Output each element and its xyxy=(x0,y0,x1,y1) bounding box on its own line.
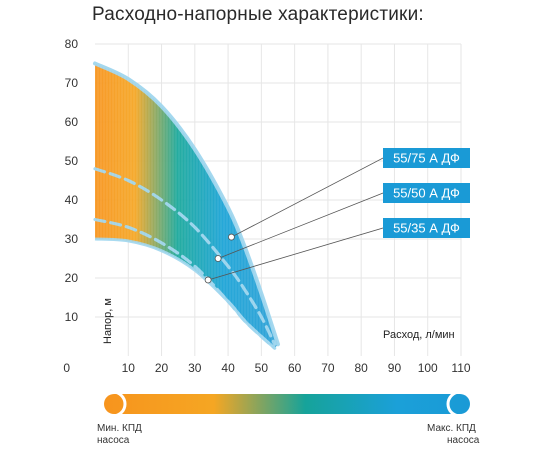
y-tick-label: 30 xyxy=(65,232,79,246)
y-tick-label: 10 xyxy=(65,310,79,324)
y-tick-label: 20 xyxy=(65,271,79,285)
leader-line-1 xyxy=(231,157,384,238)
operating-area xyxy=(95,63,278,349)
operating-area-fill xyxy=(95,63,278,349)
x-tick-label: 10 xyxy=(122,361,136,375)
x-tick-label: 60 xyxy=(288,361,302,375)
y-tick-label: 60 xyxy=(65,115,79,129)
max-efficiency-sublabel: насоса xyxy=(447,435,480,446)
min-efficiency-label: Мин. КПД xyxy=(97,423,142,434)
marker-dot-1 xyxy=(228,233,235,241)
x-tick-label: 50 xyxy=(255,361,269,375)
model-label-box-2 xyxy=(383,183,470,203)
model-label-box-1 xyxy=(383,148,470,168)
model-label-1: 55/75 А ДФ xyxy=(393,151,460,166)
model-label-box-3 xyxy=(383,218,470,238)
x-tick-label: 20 xyxy=(155,361,169,375)
efficiency-bar xyxy=(104,394,470,414)
model-label-3: 55/35 А ДФ xyxy=(393,221,460,236)
y-tick-label: 80 xyxy=(65,37,79,51)
y-axis-title: Напор, м xyxy=(102,298,114,344)
min-efficiency-sublabel: насоса xyxy=(97,435,130,446)
x-tick-label: 30 xyxy=(188,361,202,375)
model-labels: 55/75 А ДФ 55/50 А ДФ 55/35 А ДФ xyxy=(204,148,470,284)
lower-envelope-line xyxy=(94,237,276,350)
leader-line-2 xyxy=(217,192,384,259)
x-tick-label: 110 xyxy=(451,361,470,375)
leader-line-3 xyxy=(208,227,384,281)
max-efficiency-icon xyxy=(446,390,474,418)
x-tick-label: 90 xyxy=(388,361,402,375)
max-efficiency-label: Макс. КПД xyxy=(427,423,476,434)
origin-label: 0 xyxy=(63,361,70,375)
min-efficiency-icon xyxy=(99,390,127,418)
x-axis-title: Расход, л/мин xyxy=(383,329,455,341)
series-line-1 xyxy=(93,61,280,347)
x-tick-label: 40 xyxy=(221,361,235,375)
x-tick-label: 70 xyxy=(321,361,335,375)
marker-dot-2 xyxy=(214,255,222,262)
chart-title: Расходно-напорные характеристики: xyxy=(92,4,424,25)
x-tick-label: 80 xyxy=(355,361,369,375)
model-label-2: 55/50 А ДФ xyxy=(393,186,460,201)
y-tick-label: 50 xyxy=(65,154,79,168)
y-tick-label: 70 xyxy=(65,76,79,90)
pump-curves xyxy=(93,61,280,350)
marker-dot-3 xyxy=(204,276,212,284)
efficiency-legend: Мин. КПД насоса Макс. КПД насоса xyxy=(97,390,480,446)
y-tick-label: 40 xyxy=(65,193,79,207)
axis-ticks: 10 20 30 40 50 60 70 80 90 100 110 10 20 30 40 50 60 70 80… xyxy=(63,37,471,375)
x-tick-label: 100 xyxy=(418,361,438,375)
series-line-2 xyxy=(93,167,277,346)
